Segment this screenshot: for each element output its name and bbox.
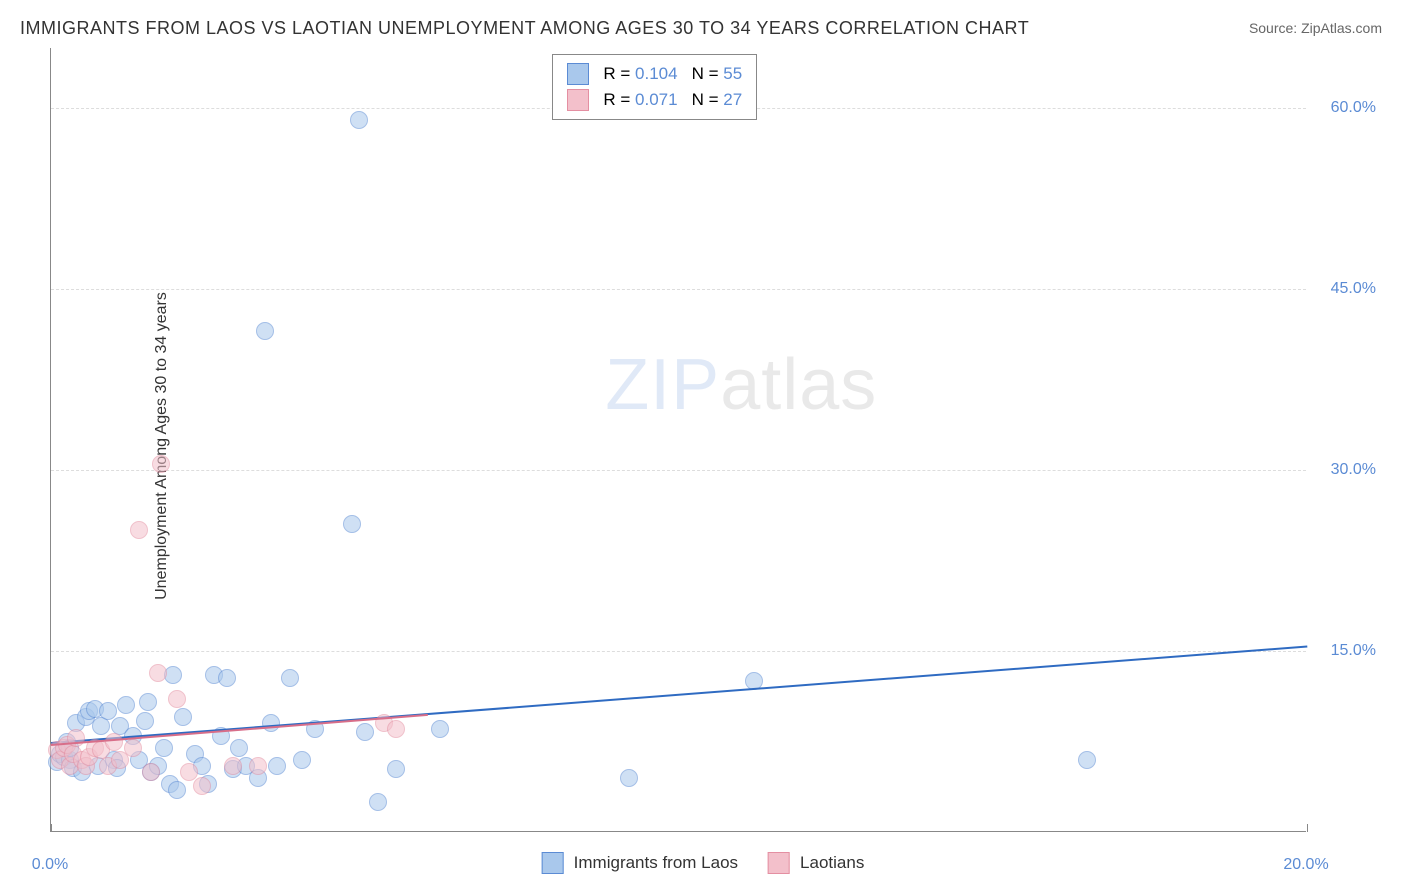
scatter-point [256,322,274,340]
scatter-point [117,696,135,714]
scatter-point [262,714,280,732]
r-label: R = 0.104 [603,64,677,84]
scatter-point [124,739,142,757]
source-name: ZipAtlas.com [1301,20,1382,36]
n-label: N = 55 [692,64,743,84]
scatter-point [152,455,170,473]
scatter-point [168,781,186,799]
legend-top-row: R = 0.071 N = 27 [567,87,742,113]
scatter-point [224,757,242,775]
scatter-point [350,111,368,129]
y-tick-label: 30.0% [1331,461,1376,479]
scatter-point [620,769,638,787]
legend-swatch [567,89,589,111]
watermark-zip: ZIP [605,345,720,425]
watermark-atlas: atlas [720,345,877,425]
scatter-point [136,712,154,730]
scatter-point [281,669,299,687]
scatter-point [193,777,211,795]
n-label: N = 27 [692,90,743,110]
scatter-point [1078,751,1096,769]
grid-line [51,651,1306,652]
scatter-point [230,739,248,757]
legend-top-row: R = 0.104 N = 55 [567,61,742,87]
legend-swatch [768,852,790,874]
scatter-point [168,690,186,708]
chart-title: IMMIGRANTS FROM LAOS VS LAOTIAN UNEMPLOY… [20,18,1029,39]
scatter-point [249,757,267,775]
plot-area: ZIPatlas 15.0%30.0%45.0%60.0% [50,48,1306,832]
legend-series-name: Immigrants from Laos [574,853,738,873]
scatter-point [130,521,148,539]
r-label: R = 0.071 [603,90,677,110]
source-prefix: Source: [1249,20,1301,36]
y-tick-label: 60.0% [1331,99,1376,117]
scatter-point [387,720,405,738]
legend-bottom-item: Laotians [768,852,864,874]
x-tick-mark [1307,824,1308,832]
legend-top: R = 0.104 N = 55 R = 0.071 N = 27 [552,54,757,120]
scatter-point [268,757,286,775]
source-label: Source: ZipAtlas.com [1249,20,1382,36]
scatter-point [139,693,157,711]
legend-swatch [567,63,589,85]
x-tick-label: 0.0% [32,856,68,874]
legend-bottom-item: Immigrants from Laos [542,852,738,874]
scatter-point [343,515,361,533]
x-tick-mark [51,824,52,832]
scatter-point [155,739,173,757]
scatter-point [164,666,182,684]
scatter-point [431,720,449,738]
grid-line [51,289,1306,290]
scatter-point [174,708,192,726]
legend-bottom: Immigrants from Laos Laotians [542,852,865,874]
legend-series-name: Laotians [800,853,864,873]
scatter-point [142,763,160,781]
scatter-point [105,733,123,751]
y-tick-label: 45.0% [1331,280,1376,298]
x-tick-label: 20.0% [1283,856,1328,874]
legend-swatch [542,852,564,874]
scatter-point [356,723,374,741]
y-tick-label: 15.0% [1331,642,1376,660]
scatter-point [149,664,167,682]
scatter-point [387,760,405,778]
scatter-point [369,793,387,811]
scatter-point [218,669,236,687]
scatter-point [293,751,311,769]
watermark: ZIPatlas [605,344,877,426]
grid-line [51,470,1306,471]
